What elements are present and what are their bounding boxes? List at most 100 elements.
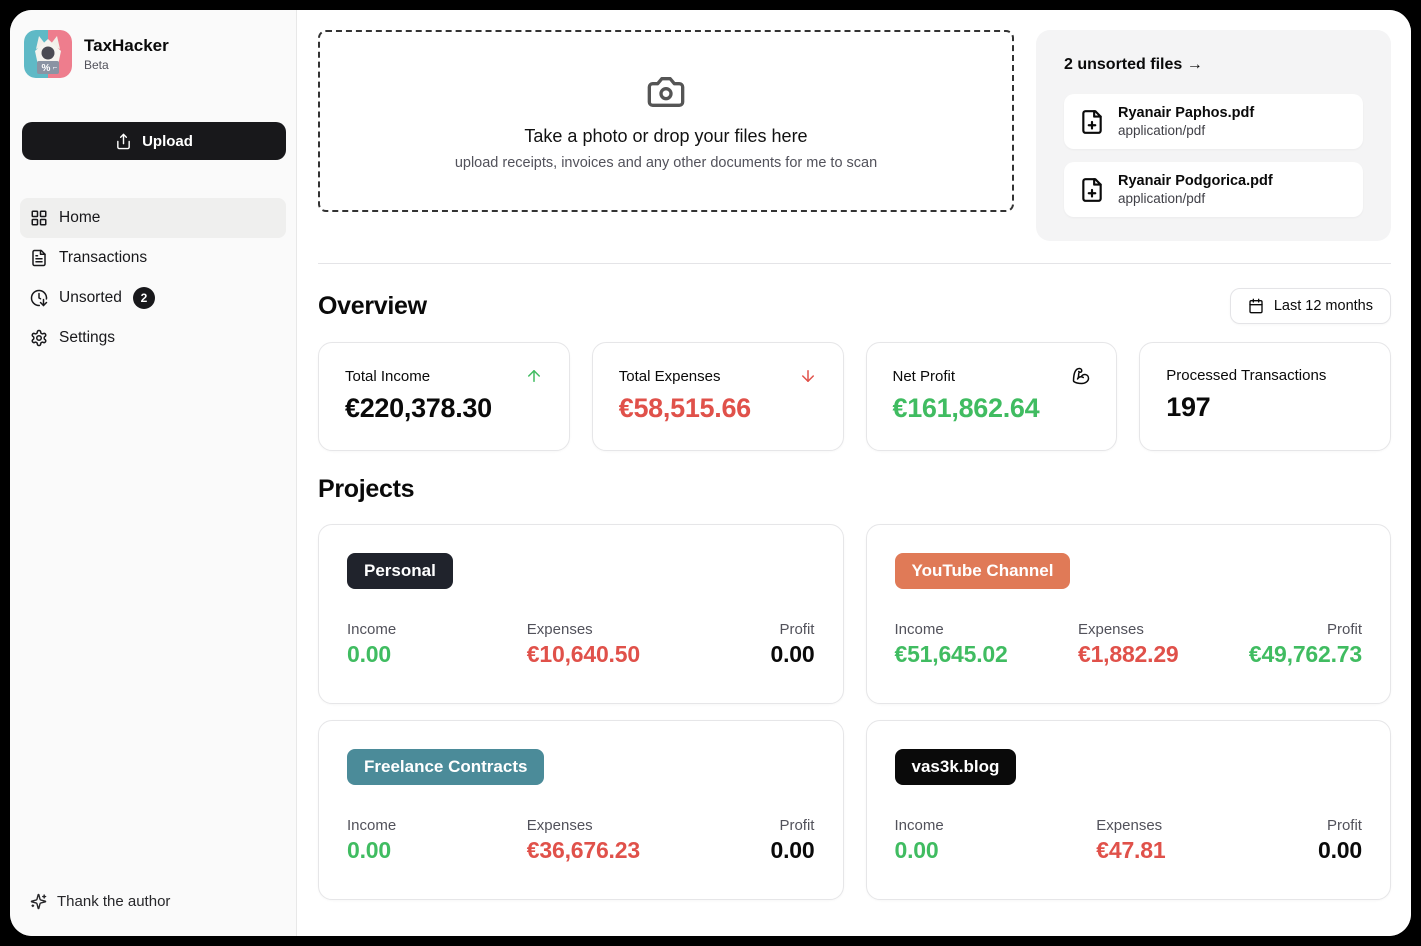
income-value: 0.00 — [347, 837, 391, 863]
unsorted-count-badge: 2 — [132, 287, 155, 309]
expenses-value: €10,640.50 — [526, 641, 640, 667]
upload-icon — [117, 133, 130, 149]
file-name: Ryanair Podgorica.pdf — [1118, 173, 1273, 189]
svg-text:%: % — [42, 63, 51, 74]
clock-arrow-icon — [30, 289, 48, 307]
project-badge[interactable]: vas3k.blog — [894, 749, 1017, 785]
sidebar: % ⌐ TaxHacker Beta Upload Home Transacti… — [10, 10, 297, 936]
svg-text:⌐: ⌐ — [53, 63, 58, 72]
project-badge[interactable]: Freelance Contracts — [347, 749, 545, 785]
file-text-icon — [32, 249, 46, 267]
main-content: Take a photo or drop your files here upl… — [297, 10, 1411, 936]
stat-label: Processed Transactions — [1166, 367, 1327, 384]
stat-label: Net Profit — [892, 367, 956, 385]
stat-card-total-expenses: Total Expenses €58,515.66 — [591, 342, 844, 451]
sidebar-item-unsorted[interactable]: Unsorted 2 — [20, 278, 286, 318]
thank-the-author-link[interactable]: Thank the author — [10, 883, 296, 920]
app-title: TaxHacker — [84, 35, 169, 55]
project-expenses: Expenses €10,640.50 — [526, 621, 640, 667]
stat-card-processed-transactions: Processed Transactions 197 — [1139, 342, 1391, 451]
project-income: Income 0.00 — [347, 621, 397, 667]
unsorted-files-title[interactable]: 2 unsorted files → — [1064, 56, 1203, 73]
project-income: Income 0.00 — [894, 817, 944, 863]
project-card-personal: Personal Income 0.00 Expenses €10,640.50… — [318, 524, 844, 704]
sidebar-item-label: Settings — [59, 329, 116, 346]
layout-grid-icon — [31, 210, 47, 226]
stat-label: Total Income — [345, 367, 431, 385]
stat-value: €220,378.30 — [345, 393, 492, 423]
file-type: application/pdf — [1118, 191, 1206, 206]
expenses-value: €47.81 — [1096, 837, 1166, 863]
unsorted-files-panel: 2 unsorted files → Ryanair Paphos.pdf ap… — [1036, 30, 1391, 241]
stat-value: 197 — [1166, 392, 1211, 422]
income-value: 0.00 — [347, 641, 391, 667]
period-selector-button[interactable]: Last 12 months — [1229, 288, 1391, 324]
project-profit: Profit 0.00 — [1318, 817, 1362, 863]
stat-card-total-income: Total Income €220,378.30 — [318, 342, 570, 451]
project-expenses: Expenses €36,676.23 — [526, 817, 640, 863]
project-card-freelance-contracts: Freelance Contracts Income 0.00 Expenses… — [318, 720, 844, 900]
file-plus-icon — [1082, 109, 1102, 134]
profit-value: 0.00 — [770, 641, 815, 667]
file-info: Ryanair Podgorica.pdf application/pdf — [1118, 173, 1273, 206]
stat-value: €58,515.66 — [618, 393, 751, 423]
project-profit: Profit €49,762.73 — [1248, 621, 1362, 667]
project-expenses: Expenses €47.81 — [1096, 817, 1166, 863]
file-info: Ryanair Paphos.pdf application/pdf — [1118, 105, 1254, 138]
sidebar-item-transactions[interactable]: Transactions — [20, 238, 286, 278]
sparkles-icon — [30, 893, 47, 910]
project-badge[interactable]: Personal — [347, 553, 453, 589]
expenses-value: €36,676.23 — [526, 837, 640, 863]
project-expenses: Expenses €1,882.29 — [1077, 621, 1179, 667]
project-income: Income 0.00 — [347, 817, 397, 863]
thank-the-author-label: Thank the author — [57, 893, 171, 910]
overview-title: Overview — [318, 291, 427, 320]
income-value: 0.00 — [894, 837, 939, 863]
upload-button[interactable]: Upload — [22, 122, 286, 160]
arrow-up-icon — [527, 370, 540, 382]
unsorted-file-item[interactable]: Ryanair Paphos.pdf application/pdf — [1064, 94, 1363, 149]
projects-title: Projects — [318, 475, 415, 503]
section-divider — [318, 263, 1391, 264]
profit-value: 0.00 — [1318, 837, 1362, 863]
stat-value: €161,862.64 — [892, 393, 1040, 423]
arrow-down-icon — [801, 370, 814, 382]
sidebar-item-label: Unsorted — [59, 289, 122, 306]
app-title-block: TaxHacker Beta — [84, 36, 169, 72]
sidebar-nav: Home Transactions Unsorted 2 Settings — [10, 198, 296, 358]
gear-icon — [31, 329, 47, 347]
overview-header: Overview Last 12 months — [318, 288, 1391, 324]
project-profit: Profit 0.00 — [770, 817, 815, 863]
projects-header: Projects — [318, 475, 1391, 504]
dropzone-subtitle: upload receipts, invoices and any other … — [454, 154, 878, 171]
sidebar-item-settings[interactable]: Settings — [20, 318, 286, 358]
app-logo-icon: % ⌐ — [24, 30, 72, 78]
file-dropzone[interactable]: Take a photo or drop your files here upl… — [318, 30, 1014, 212]
profit-value: 0.00 — [770, 837, 815, 863]
stat-label: Total Expenses — [618, 367, 721, 385]
dropzone-title: Take a photo or drop your files here — [524, 125, 808, 146]
upload-section: Take a photo or drop your files here upl… — [318, 30, 1391, 241]
project-badge[interactable]: YouTube Channel — [894, 553, 1071, 589]
period-selector-label: Last 12 months — [1273, 298, 1373, 314]
project-income: Income €51,645.02 — [894, 621, 1008, 667]
app-logo-row: % ⌐ TaxHacker Beta — [10, 24, 296, 88]
upload-button-label: Upload — [142, 132, 193, 150]
income-value: €51,645.02 — [894, 641, 1008, 667]
sidebar-item-label: Home — [59, 209, 101, 226]
camera-icon — [647, 76, 685, 107]
app-subtitle: Beta — [84, 58, 109, 73]
project-card-youtube-channel: YouTube Channel Income €51,645.02 Expens… — [865, 524, 1391, 704]
biceps-flexed-icon — [1073, 367, 1090, 385]
expenses-value: €1,882.29 — [1077, 641, 1179, 667]
file-type: application/pdf — [1118, 123, 1206, 138]
project-card-vas3k-blog: vas3k.blog Income 0.00 Expenses €47.81 P… — [865, 720, 1391, 900]
app-window: % ⌐ TaxHacker Beta Upload Home Transacti… — [10, 10, 1411, 936]
project-profit: Profit 0.00 — [770, 621, 815, 667]
calendar-icon — [1249, 298, 1263, 314]
sidebar-item-home[interactable]: Home — [20, 198, 286, 238]
unsorted-file-item[interactable]: Ryanair Podgorica.pdf application/pdf — [1064, 162, 1363, 217]
sidebar-item-label: Transactions — [59, 249, 148, 266]
file-name: Ryanair Paphos.pdf — [1118, 105, 1255, 121]
projects-grid: Personal Income 0.00 Expenses €10,640.50… — [318, 524, 1391, 900]
